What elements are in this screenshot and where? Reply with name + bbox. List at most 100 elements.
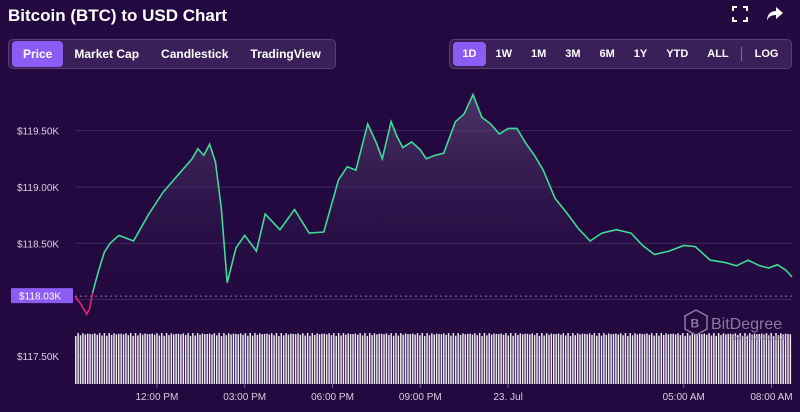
volume-bar [596,335,598,384]
share-icon[interactable] [766,6,784,22]
volume-bar [330,335,333,384]
volume-bar [658,335,660,384]
volume-bar [588,333,591,384]
range-1m[interactable]: 1M [530,48,547,60]
volume-bar [287,334,290,384]
bitdegree-logo-icon: B [684,309,708,336]
volume-bar [732,334,734,384]
volume-bar [662,334,665,384]
volume-bar [325,334,328,384]
volume-bar [275,333,278,384]
volume-bar [610,334,612,384]
volume-bar [760,333,763,384]
volume-bar [110,334,113,384]
volume-bar [521,334,524,384]
volume-bar [708,333,710,384]
volume-bar [290,333,292,384]
tab-candlestick[interactable]: Candlestick [161,47,229,61]
volume-bar [600,335,603,384]
volume-bar [507,335,510,384]
volume-bar [464,334,467,384]
tab-market-cap[interactable]: Market Cap [74,47,140,61]
volume-bar [220,335,223,384]
volume-bar [206,333,208,384]
volume-bar [617,334,620,384]
volume-bar [101,335,103,384]
range-1y[interactable]: 1Y [633,48,648,60]
volume-bar [230,334,232,384]
baseline-label: $118.03K [11,288,73,304]
volume-bar [634,333,636,384]
volume-bar [149,334,151,384]
volume-bar [770,333,772,384]
volume-bar [273,335,275,384]
volume-bar [641,333,643,384]
volume-bar [359,333,361,384]
volume-bar [237,334,240,384]
range-all[interactable]: ALL [707,48,729,60]
volume-bar [175,333,177,384]
volume-bar [579,334,581,384]
volume-bar [572,333,574,384]
volume-bar [161,333,163,384]
volume-bar [574,335,576,384]
volume-bar [177,333,180,384]
x-tick-label: 09:00 PM [399,392,442,403]
volume-bar [421,333,424,384]
volume-bar [746,335,749,384]
volume-bar [388,335,390,384]
volume-bar [423,336,426,384]
volume-bar [373,333,376,384]
volume-bar [352,334,354,384]
volume-bar [615,333,617,384]
bitdegree-watermark: B BitDegree CRYPTO EARNING HUB [683,307,795,348]
tab-tradingview[interactable]: TradingView [250,47,321,61]
range-1d[interactable]: 1D [452,42,486,66]
volume-bar [722,333,725,384]
volume-bar [744,333,746,384]
volume-bar [648,334,651,384]
volume-bar [345,334,347,384]
volume-bar [469,333,471,384]
volume-bar [263,333,266,384]
volume-bar [106,335,108,384]
volume-bar [103,333,106,384]
volume-bar [192,333,194,384]
volume-bar [163,335,165,384]
volume-bar [94,333,96,384]
volume-bar [777,335,780,384]
volume-bar [402,334,404,384]
volume-bar [357,334,359,384]
volume-bar [428,335,431,384]
volume-bar [187,333,189,384]
volume-bar [146,334,149,384]
range-6m[interactable]: 6M [599,48,615,60]
volume-bar [476,335,479,384]
volume-bar [512,335,514,384]
volume-bar [282,335,285,384]
volume-bar [409,333,412,384]
range-ytd[interactable]: YTD [666,48,689,60]
volume-bar [672,333,674,384]
volume-bar [247,335,249,384]
fullscreen-icon[interactable] [732,6,748,22]
volume-bar [459,334,462,384]
volume-bar [612,333,615,384]
volume-bar [349,334,352,384]
volume-bar [306,333,309,384]
volume-bar [748,333,751,384]
log-scale-toggle[interactable]: LOG [754,48,779,60]
range-1w[interactable]: 1W [495,48,512,60]
tab-price[interactable]: Price [12,41,64,67]
volume-bar [225,335,228,384]
volume-bar [397,335,400,384]
volume-bar [490,334,493,384]
volume-bar [605,334,608,384]
range-3m[interactable]: 3M [565,48,581,60]
volume-bar [624,333,627,384]
x-tick-label: 03:00 PM [223,392,266,403]
volume-bar [725,334,727,384]
volume-bar [297,333,299,384]
volume-bar [77,333,79,384]
